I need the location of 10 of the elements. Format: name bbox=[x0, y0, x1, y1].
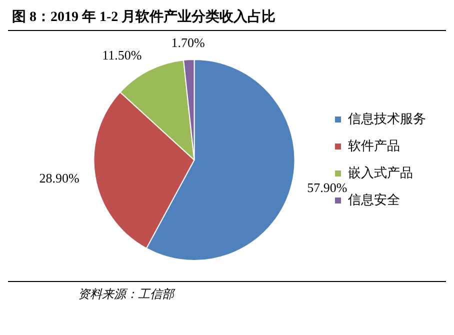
text: 资料来源：工信部 bbox=[77, 286, 176, 303]
data-label: 1.70% bbox=[171, 35, 205, 50]
chart-title: 图 8：2019 年 1-2 月软件产业分类收入占比 bbox=[11, 8, 277, 27]
legend-label: 嵌入式产品 bbox=[348, 166, 413, 181]
legend-label: 信息技术服务 bbox=[348, 112, 426, 127]
legend-label: 信息安全 bbox=[348, 192, 400, 208]
data-label: 28.90% bbox=[39, 170, 80, 186]
data-label: 11.50% bbox=[102, 47, 142, 62]
legend-label: 软件产品 bbox=[348, 138, 400, 154]
data-label: 57.90% bbox=[307, 180, 348, 196]
